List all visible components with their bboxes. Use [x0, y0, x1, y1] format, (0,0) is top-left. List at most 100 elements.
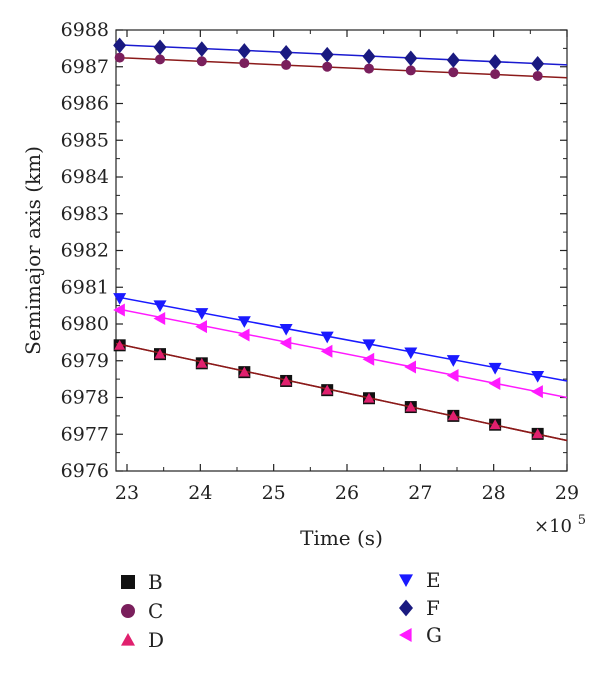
data-point-d: [154, 348, 166, 359]
data-point-g: [237, 328, 250, 342]
data-point-e: [362, 339, 376, 352]
data-point-c: [196, 56, 207, 67]
data-point-f: [279, 44, 293, 61]
legend-marker-d: [121, 633, 135, 646]
series-f: [113, 37, 568, 72]
y-tick-label: 6984: [61, 166, 109, 188]
data-point-c: [322, 61, 333, 72]
x-multiplier-base: ×10: [534, 516, 572, 537]
data-point-f: [195, 41, 209, 57]
x-tick-label: 27: [408, 482, 432, 504]
data-point-g: [531, 385, 543, 399]
legend-item-e: E: [399, 568, 441, 592]
legend-item-b: B: [121, 570, 163, 594]
data-point-d: [405, 401, 417, 412]
data-point-f: [362, 48, 376, 65]
y-tick-label: 6983: [61, 203, 109, 225]
y-tick-label: 6986: [61, 93, 109, 115]
data-point-c: [239, 58, 250, 69]
y-tick-label: 6979: [61, 350, 109, 372]
data-point-d: [489, 419, 501, 430]
legend-label-b: B: [148, 570, 163, 594]
series-g: [113, 303, 568, 399]
x-axis-ticks: 23 24 25 26 27 28 29: [115, 30, 579, 504]
data-point-d: [114, 339, 126, 350]
data-point-g: [488, 377, 501, 391]
x-axis-multiplier: ×10 5: [534, 513, 586, 537]
legend-item-d: D: [121, 628, 164, 652]
plot-border: [115, 29, 568, 472]
data-point-g: [446, 368, 459, 382]
data-point-e: [113, 293, 127, 305]
legend-item-c: C: [121, 599, 163, 623]
data-point-d: [280, 375, 292, 386]
legend-label-c: C: [148, 599, 163, 623]
data-point-e: [237, 316, 251, 328]
legend-item-g: G: [399, 623, 442, 647]
data-point-d: [363, 392, 375, 403]
data-point-g: [153, 311, 166, 325]
legend-marker-f: [399, 599, 413, 617]
data-point-g: [362, 352, 375, 366]
data-point-f: [531, 56, 545, 72]
data-point-c: [364, 63, 374, 74]
data-point-g: [113, 303, 125, 317]
data-point-f: [153, 39, 167, 56]
x-tick-label: 28: [482, 482, 506, 504]
data-point-e: [488, 362, 502, 375]
data-point-e: [153, 300, 167, 313]
data-point-f: [237, 43, 251, 59]
data-point-g: [195, 320, 207, 334]
data-point-f: [113, 37, 127, 54]
data-point-c: [490, 69, 501, 80]
x-tick-label: 25: [262, 482, 286, 504]
x-tick-label: 26: [335, 482, 359, 504]
data-point-f: [488, 54, 502, 70]
series-d: [114, 339, 568, 442]
y-tick-label: 6981: [61, 276, 109, 298]
legend-marker-b: [121, 575, 135, 589]
y-tick-label: 6977: [61, 423, 109, 445]
data-point-d: [321, 384, 333, 395]
legend-item-f: F: [399, 596, 440, 620]
legend-marker-c: [121, 604, 135, 618]
data-point-c: [532, 70, 543, 81]
legend-label-g: G: [426, 623, 442, 647]
data-point-g: [404, 360, 416, 374]
legend-label-f: F: [426, 596, 440, 620]
y-tick-label: 6982: [61, 240, 109, 262]
data-point-c: [114, 52, 125, 63]
x-tick-label: 29: [555, 482, 579, 504]
y-axis-label: Semimajor axis (km): [21, 146, 45, 355]
legend: BCD EFG: [121, 568, 442, 652]
data-point-f: [320, 46, 334, 63]
data-point-c: [405, 65, 416, 76]
series-layer: [113, 37, 568, 442]
x-axis-label: Time (s): [300, 526, 383, 550]
data-point-e: [531, 370, 545, 383]
y-tick-label: 6980: [61, 313, 109, 335]
legend-marker-e: [399, 574, 413, 587]
data-point-e: [320, 331, 334, 344]
data-point-f: [446, 52, 460, 68]
data-point-e: [279, 323, 293, 336]
data-point-d: [196, 357, 208, 368]
data-point-e: [446, 355, 460, 367]
data-point-d: [447, 410, 459, 421]
x-multiplier-exponent: 5: [578, 513, 586, 528]
data-point-c: [281, 59, 292, 70]
data-point-d: [532, 428, 544, 439]
data-point-f: [404, 50, 418, 67]
x-tick-label: 24: [188, 482, 212, 504]
plot-frame: [115, 29, 568, 472]
data-point-g: [279, 336, 292, 350]
series-c: [114, 52, 568, 81]
fit-line-e: [115, 296, 568, 382]
legend-label-d: D: [148, 628, 164, 652]
legend-marker-g: [399, 628, 412, 642]
data-point-d: [238, 366, 250, 377]
legend-label-e: E: [426, 568, 441, 592]
series-e: [113, 293, 568, 383]
x-tick-label: 23: [115, 482, 139, 504]
